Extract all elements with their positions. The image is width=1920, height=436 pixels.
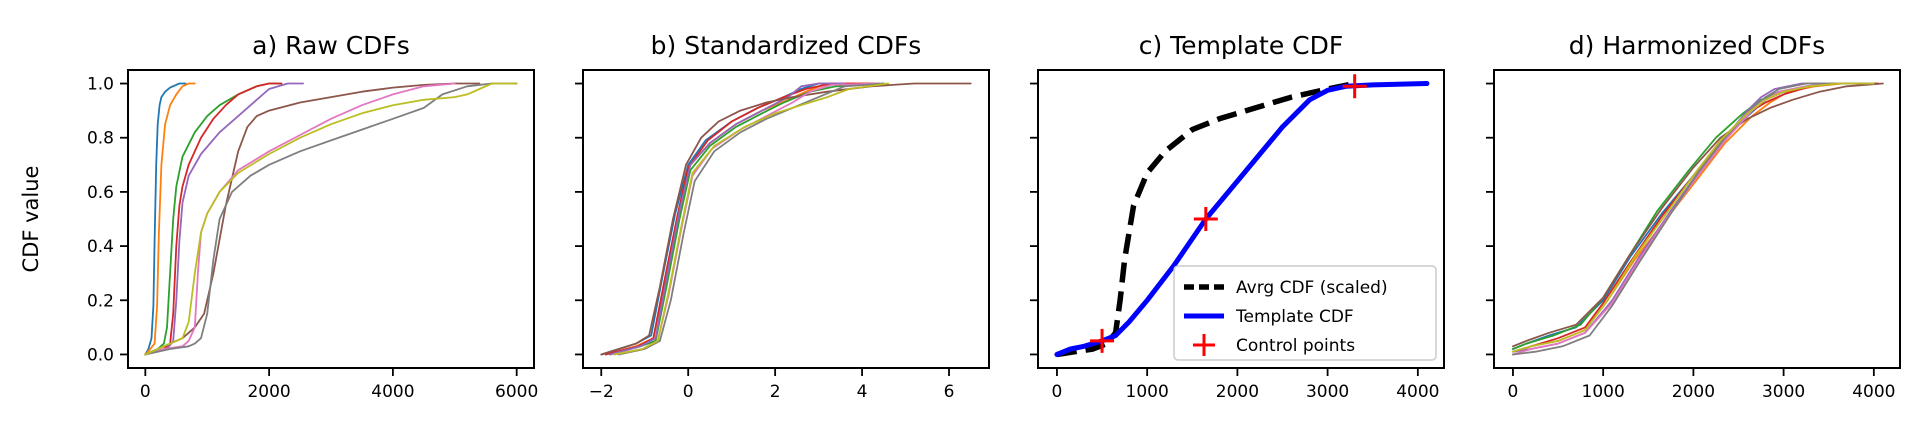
- y-tick-label: 0.6: [87, 183, 114, 203]
- legend: Avrg CDF (scaled) Template CDF Control poi…: [1173, 265, 1437, 361]
- series-line: [609, 82, 846, 356]
- series-line: [1512, 82, 1875, 356]
- series-line: [613, 82, 890, 356]
- legend-label: Template CDF: [1235, 307, 1354, 327]
- y-tick-label: 0.8: [87, 129, 114, 149]
- control-point-marker: [1193, 207, 1218, 231]
- x-tick-label: 6: [944, 382, 955, 402]
- series-line: [144, 82, 304, 356]
- control-point-marker: [1090, 328, 1115, 353]
- series-line: [144, 82, 187, 356]
- x-tick-label: 4: [857, 382, 868, 402]
- series-group: [600, 82, 972, 356]
- y-axis-label: CDF value: [19, 166, 43, 273]
- axes-frame: [127, 69, 535, 369]
- chart-title: a) Raw CDFs: [252, 31, 410, 60]
- y-tick-label: 0.0: [87, 345, 114, 365]
- y-tick-label: 0.2: [87, 291, 114, 311]
- axes-frame: [582, 69, 990, 369]
- x-tick-label: 2000: [247, 382, 290, 402]
- axes-frame: [1493, 69, 1901, 369]
- series-line: [144, 82, 481, 356]
- x-tick-label: 6000: [495, 382, 538, 402]
- series-line: [1056, 80, 1356, 358]
- axes-frame: [1037, 69, 1445, 369]
- series-line: [144, 82, 518, 356]
- x-tick-label: 2000: [1216, 382, 1259, 402]
- series-line: [604, 82, 881, 356]
- chart-title: d) Harmonized CDFs: [1569, 31, 1825, 60]
- x-tick-label: 4000: [1852, 382, 1895, 402]
- series-line: [144, 82, 196, 356]
- series-line: [144, 82, 283, 356]
- series-line: [617, 82, 885, 356]
- x-tick-label: 3000: [1306, 382, 1349, 402]
- series-line: [1512, 82, 1875, 353]
- chart-panel-harmonized: d) Harmonized CDFs 0 1000 2000 3000 4000: [1486, 31, 1901, 402]
- x-tick-label: 0: [140, 382, 151, 402]
- legend-label: Control points: [1236, 336, 1355, 356]
- chart-title: b) Standardized CDFs: [651, 31, 922, 60]
- x-tick-label: 2000: [1672, 382, 1715, 402]
- chart-panel-raw: a) Raw CDFs 0 2000 4000 6000 0.0 0.2 0.4 0.6 0.8 1…: [87, 31, 538, 402]
- series-line: [144, 82, 518, 356]
- chart-panel-template: c) Template CDF 0 1000 2000 3000 4000 Avrg CDF…: [1030, 31, 1445, 402]
- x-tick-label: 0: [683, 382, 694, 402]
- x-tick-label: 3000: [1762, 382, 1805, 402]
- chart-title: c) Template CDF: [1139, 31, 1344, 60]
- legend-box: [1173, 265, 1437, 361]
- x-tick-label: 1000: [1126, 382, 1169, 402]
- series-line: [600, 82, 855, 356]
- series-line: [1512, 82, 1884, 348]
- legend-label: Avrg CDF (scaled): [1236, 278, 1388, 298]
- x-tick-label: −2: [589, 382, 614, 402]
- control-point-marker: [1342, 74, 1367, 99]
- x-tick-label: 2: [770, 382, 781, 402]
- x-tick-label: 4000: [1396, 382, 1439, 402]
- chart-panel-standardized: b) Standardized CDFs −2 0 2 4 6: [575, 31, 990, 402]
- x-tick-label: 0: [1508, 382, 1519, 402]
- x-tick-label: 4000: [371, 382, 414, 402]
- series-group: [1512, 82, 1884, 356]
- y-tick-label: 0.4: [87, 237, 114, 257]
- x-tick-label: 0: [1052, 382, 1063, 402]
- series-group: [1054, 74, 1430, 358]
- x-tick-label: 1000: [1582, 382, 1625, 402]
- series-line: [1054, 81, 1430, 357]
- legend-swatch-control-points: [1193, 334, 1215, 356]
- y-tick-label: 1.0: [87, 75, 114, 95]
- series-group: [144, 82, 518, 356]
